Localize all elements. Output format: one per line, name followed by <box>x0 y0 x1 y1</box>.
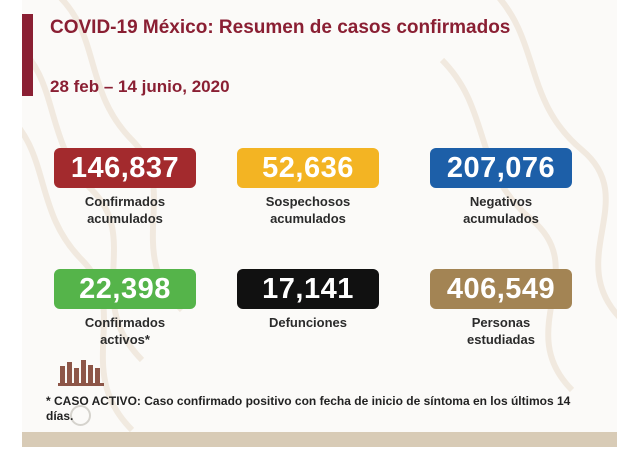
stat-label: Personas estudiadas <box>467 315 535 347</box>
stat-label: Defunciones <box>268 315 347 330</box>
stat-value-box: 22,398 <box>54 269 196 309</box>
stat-sospechosos-acumulados: 52,636 Sospechosos acumulados <box>213 148 403 227</box>
stat-confirmados-activos: 22,398 Confirmados activos* <box>30 269 220 348</box>
stat-negativos-acumulados: 207,076 Negativos acumulados <box>406 148 596 227</box>
stat-personas-estudiadas: 406,549 Personas estudiadas <box>406 269 596 348</box>
stat-label: Confirmados acumulados <box>84 194 166 226</box>
stat-value-box: 17,141 <box>237 269 379 309</box>
page-title: COVID-19 México: Resumen de casos confir… <box>50 17 511 38</box>
stat-value-box: 146,837 <box>54 148 196 188</box>
bottom-band <box>22 432 617 447</box>
stat-value-box: 52,636 <box>237 148 379 188</box>
stat-defunciones: 17,141 Defunciones <box>213 269 403 331</box>
circle-mark-icon <box>70 405 91 426</box>
institutional-seal-icon <box>58 360 104 386</box>
stat-label: Sospechosos acumulados <box>265 194 351 226</box>
title-accent-bar <box>22 14 33 96</box>
date-range: 28 feb – 14 junio, 2020 <box>50 77 230 96</box>
slide: COVID-19 México: Resumen de casos confir… <box>22 0 617 447</box>
stat-value-box: 406,549 <box>430 269 572 309</box>
footnote: * CASO ACTIVO: Caso confirmado positivo … <box>46 394 571 423</box>
stat-value-box: 207,076 <box>430 148 572 188</box>
stat-confirmados-acumulados: 146,837 Confirmados acumulados <box>30 148 220 227</box>
stat-label: Negativos acumulados <box>463 194 539 226</box>
stat-label: Confirmados activos* <box>84 315 166 347</box>
